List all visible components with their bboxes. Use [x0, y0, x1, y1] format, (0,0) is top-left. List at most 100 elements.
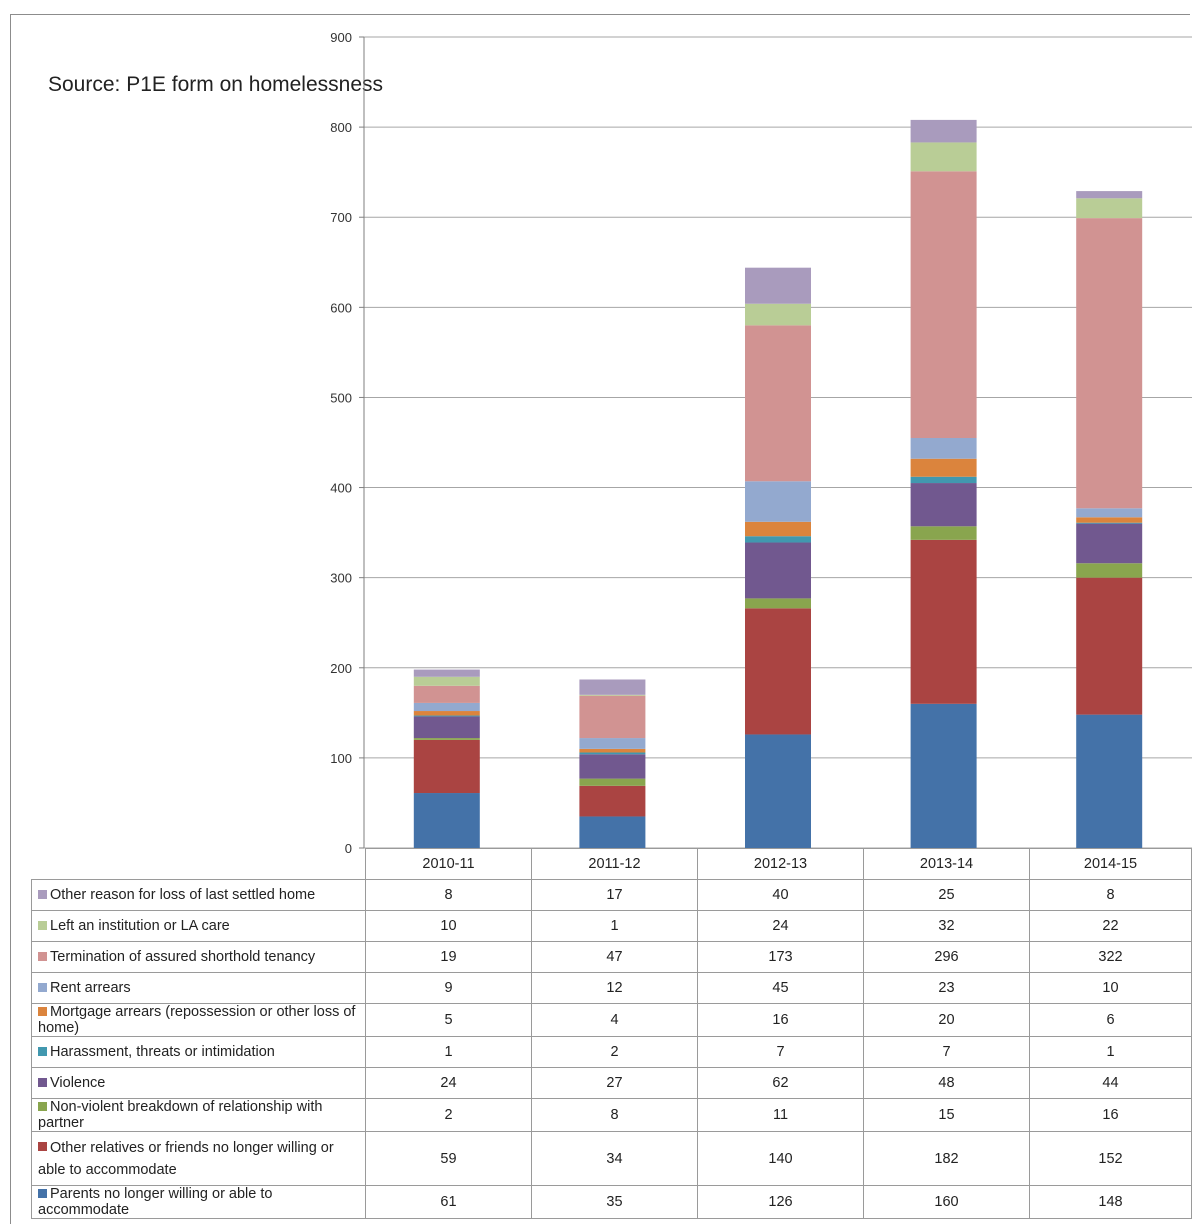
table-cell: 16: [697, 1003, 864, 1037]
legend-label: Termination of assured shorthold tenancy: [50, 949, 316, 965]
legend-swatch: [38, 920, 47, 930]
table-cell: 19: [365, 941, 532, 973]
table-corner: [31, 848, 366, 880]
bar-segment-2014-15-s3: [1076, 523, 1143, 564]
table-cell: 12: [531, 972, 698, 1004]
bar-segment-2013-14-s1: [910, 539, 977, 704]
legend-entry: Left an institution or LA care: [31, 910, 366, 942]
bar-segment-2014-15-s7: [1076, 218, 1143, 509]
table-row: Non-violent breakdown of relationship wi…: [31, 1098, 1192, 1132]
table-cell: 35: [531, 1185, 698, 1219]
legend-entry: Other reason for loss of last settled ho…: [31, 879, 366, 911]
legend-label: Rent arrears: [50, 980, 131, 996]
bar-segment-2013-14-s9: [910, 119, 977, 143]
x-tick-label: 2014-15: [1029, 848, 1192, 880]
table-row: Other reason for loss of last settled ho…: [31, 879, 1192, 911]
bar-segment-2014-15-s2: [1076, 563, 1143, 578]
bar-segment-2012-13-s9: [745, 267, 811, 304]
legend-label: Left an institution or LA care: [50, 918, 230, 934]
table-cell: 34: [531, 1131, 698, 1186]
bar-segment-2014-15-s5: [1076, 517, 1143, 523]
table-row: Parents no longer willing or able to acc…: [31, 1185, 1192, 1219]
bar-segment-2010-11-s9: [413, 669, 480, 677]
legend-label: Harassment, threats or intimidation: [50, 1044, 275, 1060]
x-tick-label: 2011-12: [531, 848, 698, 880]
y-tick-label: 100: [330, 751, 352, 766]
bar-segment-2011-12-s1: [579, 785, 646, 817]
bar-segment-2012-13-s8: [745, 303, 811, 326]
bar-segment-2011-12-s7: [579, 695, 646, 739]
bar-segment-2013-14-s4: [910, 476, 977, 484]
x-tick-label: 2013-14: [863, 848, 1030, 880]
table-cell: 15: [863, 1098, 1030, 1132]
table-cell: 6: [1029, 1003, 1192, 1037]
table-row: Rent arrears 9 12 45 23 10: [31, 972, 1192, 1004]
bar-segment-2013-14-s5: [910, 458, 977, 477]
bar-segment-2011-12-s8: [579, 694, 646, 696]
table-cell: 140: [697, 1131, 864, 1186]
table-cell: 17: [531, 879, 698, 911]
table-cell: 48: [863, 1067, 1030, 1099]
table-cell: 160: [863, 1185, 1030, 1219]
bar-segment-2011-12-s0: [579, 816, 646, 848]
bar-segment-2013-14-s0: [910, 703, 977, 848]
bar-segment-2010-11-s3: [413, 716, 480, 739]
table-cell: 11: [697, 1098, 864, 1132]
table-cell: 44: [1029, 1067, 1192, 1099]
legend-entry: Violence: [31, 1067, 366, 1099]
bar-segment-2013-14-s3: [910, 483, 977, 527]
bar-segment-2012-13-s3: [745, 542, 811, 599]
data-table: 2010-11 2011-12 2012-13 2013-14 2014-15 Other…: [31, 848, 1192, 1219]
table-cell: 40: [697, 879, 864, 911]
legend-entry: Mortgage arrears (repossession or other …: [31, 1003, 366, 1037]
table-cell: 47: [531, 941, 698, 973]
bar-segment-2013-14-s2: [910, 526, 977, 540]
y-tick-label: 200: [330, 661, 352, 676]
bar-segment-2014-15-s1: [1076, 577, 1143, 715]
bar-segment-2010-11-s0: [413, 793, 480, 848]
table-cell: 20: [863, 1003, 1030, 1037]
bar-segment-2010-11-s6: [413, 702, 480, 712]
x-tick-label: 2010-11: [365, 848, 532, 880]
legend-entry: Rent arrears: [31, 972, 366, 1004]
bar-segment-2012-13-s7: [745, 325, 811, 482]
table-cell: 25: [863, 879, 1030, 911]
legend-swatch: [38, 1077, 47, 1087]
bar-segment-2014-15-s9: [1076, 191, 1143, 199]
bar-segment-2010-11-s5: [413, 711, 480, 716]
bar-segment-2010-11-s1: [413, 739, 480, 794]
legend-swatch: [38, 1006, 47, 1016]
bar-segment-2013-14-s7: [910, 171, 977, 438]
table-cell: 322: [1029, 941, 1192, 973]
bar-segment-2010-11-s4: [413, 715, 480, 717]
legend-swatch: [38, 1142, 47, 1152]
table-cell: 1: [1029, 1036, 1192, 1068]
y-tick-label: 700: [330, 210, 352, 225]
table-cell: 24: [365, 1067, 532, 1099]
table-cell: 9: [365, 972, 532, 1004]
table-row: Mortgage arrears (repossession or other …: [31, 1003, 1192, 1037]
table-row: Left an institution or LA care 10 1 24 32 22: [31, 910, 1192, 942]
bar-segment-2011-12-s3: [579, 754, 646, 779]
bar-segment-2011-12-s2: [579, 778, 646, 786]
bar-segment-2014-15-s0: [1076, 714, 1143, 848]
bar-segment-2010-11-s2: [413, 738, 480, 740]
table-cell: 126: [697, 1185, 864, 1219]
table-cell: 22: [1029, 910, 1192, 942]
table-row: Termination of assured shorthold tenancy…: [31, 941, 1192, 973]
table-cell: 148: [1029, 1185, 1192, 1219]
y-tick-label: 800: [330, 120, 352, 135]
bar-segment-2012-13-s2: [745, 598, 811, 609]
legend-entry: Other relatives or friends no longer wil…: [31, 1131, 366, 1186]
bar-segment-2011-12-s4: [579, 752, 646, 755]
bar-segment-2014-15-s8: [1076, 198, 1143, 219]
legend-entry: Termination of assured shorthold tenancy: [31, 941, 366, 973]
bar-segment-2013-14-s8: [910, 142, 977, 172]
table-row: Harassment, threats or intimidation 1 2 7 7 1: [31, 1036, 1192, 1068]
bar-segment-2012-13-s0: [745, 734, 811, 848]
y-tick-label: 300: [330, 571, 352, 586]
table-cell: 10: [1029, 972, 1192, 1004]
y-tick-label: 400: [330, 481, 352, 496]
table-cell: 173: [697, 941, 864, 973]
table-cell: 23: [863, 972, 1030, 1004]
